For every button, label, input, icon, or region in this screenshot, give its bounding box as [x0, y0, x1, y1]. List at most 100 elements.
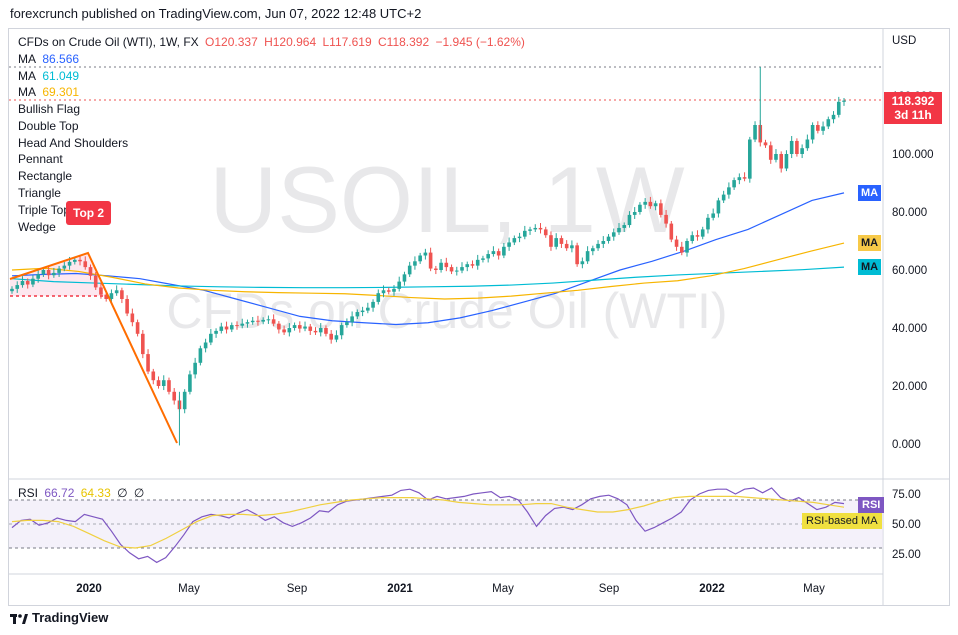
legend-open: O120.337: [205, 35, 258, 49]
candle-body: [303, 326, 307, 329]
candle-body: [502, 246, 506, 256]
candle-body: [386, 290, 391, 292]
candle-body: [627, 214, 632, 226]
candle-body: [381, 290, 386, 294]
candle-body: [748, 139, 752, 179]
candle-body: [156, 380, 161, 386]
candle-body: [648, 201, 653, 207]
legend-ma-2[interactable]: MA 61.049: [18, 68, 82, 85]
price-tick-label: 60.000: [892, 265, 927, 277]
candle-body: [62, 265, 67, 269]
candle-body: [674, 239, 679, 247]
legend-ma-1[interactable]: MA 86.566: [18, 51, 82, 68]
candle-body: [146, 354, 150, 372]
pattern-item-double-top[interactable]: Double Top: [18, 118, 79, 133]
rsi-tick-label: 25.00: [892, 549, 921, 561]
candle-body: [434, 268, 438, 270]
rsi-legend-label: RSI: [18, 486, 39, 500]
candle-body: [52, 272, 56, 276]
candle-body: [842, 100, 846, 102]
legend-close: C118.392: [378, 35, 430, 49]
candle-body: [235, 325, 239, 327]
candle-body: [475, 259, 480, 266]
candle-body: [439, 262, 443, 270]
candle-body: [141, 333, 145, 355]
price-tick-label: 80.000: [892, 207, 927, 219]
candle-body: [486, 254, 490, 259]
candle-body: [261, 319, 265, 322]
candle-body: [209, 333, 213, 343]
candle-body: [67, 261, 72, 266]
legend-ma-3[interactable]: MA 69.301: [18, 84, 82, 101]
top2-badge[interactable]: Top 2: [66, 201, 112, 225]
candle-body: [774, 154, 778, 160]
candle-body: [240, 323, 245, 326]
candle-body: [444, 262, 449, 268]
pattern-list: Bullish Flag Double Top Head And Shoulde…: [18, 101, 128, 235]
candle-body: [816, 125, 820, 131]
candle-body: [831, 114, 836, 120]
chart-frame[interactable]: [8, 28, 950, 606]
candle-body: [366, 307, 370, 311]
candle-body: [460, 267, 464, 271]
ma-tag-yellow: MA: [858, 235, 882, 251]
candle-body: [413, 261, 417, 266]
candle-body: [836, 101, 841, 115]
candle-body: [78, 259, 82, 262]
price-tick-label: 20.000: [892, 381, 927, 393]
candle-body: [20, 281, 25, 286]
candle-body: [172, 391, 177, 401]
candle-body: [99, 287, 103, 295]
candle-body: [727, 187, 731, 195]
candle-body: [690, 235, 695, 241]
watermark-symbol: USOIL, 1W: [209, 147, 685, 252]
time-tick-label: 2021: [387, 583, 413, 595]
tradingview-footer[interactable]: TradingView: [10, 610, 108, 625]
candle-body: [109, 293, 114, 299]
footer-brand: TradingView: [32, 610, 109, 625]
legend-ma-2-label: MA: [18, 69, 36, 83]
candle-body: [219, 326, 224, 331]
candle-body: [245, 322, 250, 324]
pattern-item-triangle[interactable]: Triangle: [18, 185, 61, 200]
rsi-ma-line: [11, 495, 845, 549]
ma-tag-blue: MA: [858, 185, 882, 201]
legend-ma-3-value: 69.301: [42, 85, 80, 99]
legend-ma-1-value: 86.566: [42, 52, 80, 66]
candle-body: [25, 281, 30, 285]
candle-body: [292, 325, 297, 328]
candle-body: [591, 248, 595, 252]
rsi-legend[interactable]: RSI 66.72 64.33 ∅ ∅: [18, 485, 147, 502]
candle-body: [392, 288, 396, 292]
rsi-ma-axis-badge: RSI-based MA: [802, 513, 882, 529]
candle-body: [203, 342, 208, 349]
pattern-item-pennant[interactable]: Pennant: [18, 152, 63, 167]
candle-body: [151, 371, 156, 381]
pattern-item-rectangle[interactable]: Rectangle: [18, 169, 73, 184]
candle-body: [313, 330, 318, 333]
tradingview-logo-icon: [10, 613, 28, 624]
last-price-badge: 118.392 3d 11h: [884, 92, 942, 124]
candle-body: [810, 125, 815, 140]
legend-symbol: CFDs on Crude Oil (WTI), 1W, FX: [18, 35, 199, 49]
candle-body: [700, 229, 705, 237]
candle-body: [214, 330, 218, 334]
pattern-item-wedge[interactable]: Wedge: [18, 219, 56, 234]
candle-body: [538, 227, 543, 230]
rsi-band: [9, 500, 883, 548]
candle-body: [575, 245, 579, 265]
legend-ma-3-label: MA: [18, 85, 36, 99]
last-price-value: 118.392: [891, 94, 935, 108]
candle-body: [407, 265, 412, 275]
pattern-item-head-and-shoulders[interactable]: Head And Shoulders: [18, 135, 129, 150]
candle-body: [36, 274, 40, 279]
candle-body: [611, 232, 616, 237]
time-tick-label: May: [178, 583, 200, 595]
candle-body: [250, 320, 255, 323]
time-tick-label: May: [492, 583, 514, 595]
candle-body: [198, 348, 203, 363]
candle-body: [638, 204, 642, 212]
pattern-item-triple-top[interactable]: Triple Top: [18, 202, 71, 217]
pattern-item-bullish-flag[interactable]: Bullish Flag: [18, 102, 81, 116]
